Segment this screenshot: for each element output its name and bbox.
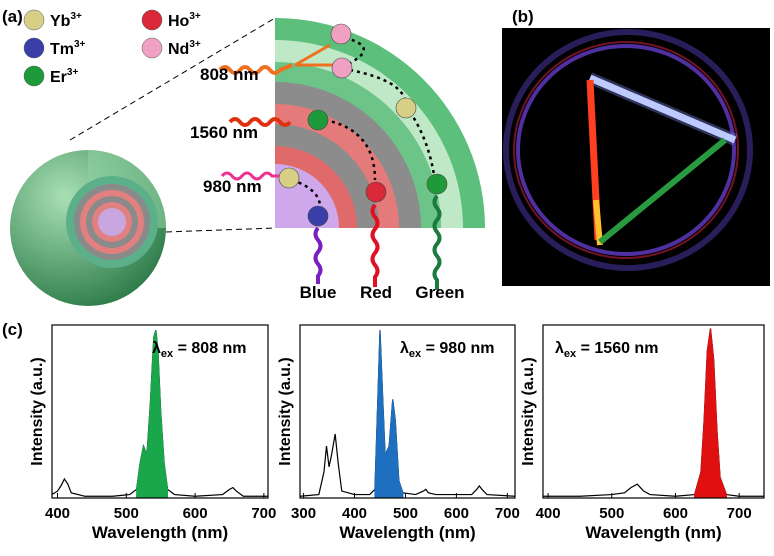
ion-sphere [330, 23, 352, 45]
ion-name: Er [50, 69, 67, 86]
legend-label: Ho3+ [168, 11, 201, 30]
legend: Yb3+ Ho3+Tm3+ Nd3+Er3+ [23, 9, 201, 87]
x-tick-label: 400 [342, 505, 367, 522]
y-axis-label: Intensity (a.u.) [277, 357, 294, 465]
x-tick-label: 500 [599, 505, 624, 522]
excitation-label: 808 nm [200, 65, 259, 84]
x-tick-label: 400 [45, 505, 70, 522]
ion-spheres [278, 23, 448, 227]
ion-sphere [395, 97, 417, 119]
ion-name: Nd [168, 41, 189, 58]
x-axis-label: Wavelength (nm) [585, 523, 721, 542]
annotation-symbol: λ [400, 340, 409, 357]
x-tick-label: 300 [291, 505, 316, 522]
ion-charge: 3+ [189, 39, 201, 50]
annotation: λex = 1560 nm [555, 340, 658, 360]
spectra: 400 500 600 700 Wavelength (nm) Intensity (a.… [29, 324, 765, 542]
x-tick-label: 700 [251, 505, 276, 522]
layer-diagram [218, 18, 485, 290]
annotation: λex = 980 nm [400, 340, 495, 360]
legend-label: Tm3+ [50, 39, 86, 58]
excitation-label: 1560 nm [190, 123, 258, 142]
panel-label: (c) [2, 320, 23, 339]
ion-name: Tm [50, 41, 74, 58]
x-tick-label: 600 [444, 505, 469, 522]
ion-charge: 3+ [189, 11, 201, 22]
legend-swatch [141, 9, 163, 31]
emission-label: Red [360, 283, 392, 302]
legend-swatch [23, 37, 45, 59]
legend-label: Nd3+ [168, 39, 201, 58]
legend-swatch [23, 65, 45, 87]
ion-charge: 3+ [67, 67, 79, 78]
ion-name: Yb [50, 13, 71, 30]
plot-frame [299, 324, 516, 499]
annotation-sub: ex [564, 348, 577, 360]
emission-band [694, 328, 727, 499]
panel-label: (b) [512, 7, 534, 26]
panel-label: (a) [2, 7, 23, 26]
excitation-label: 980 nm [203, 177, 262, 196]
ion-name: Ho [168, 13, 190, 30]
y-axis-label: Intensity (a.u.) [520, 357, 537, 465]
annotation-symbol: λ [555, 340, 564, 357]
emission-band [136, 330, 169, 499]
x-tick-label: 700 [495, 505, 520, 522]
annotation: λex = 808 nm [152, 340, 247, 360]
x-axis-label: Wavelength (nm) [339, 523, 475, 542]
ion-sphere [365, 181, 387, 203]
annotation-text: = 1560 nm [576, 340, 658, 357]
ion-sphere [426, 173, 448, 195]
annotation-symbol: λ [152, 340, 161, 357]
plot-frame [51, 324, 269, 499]
emission-label: Green [415, 283, 464, 302]
ion-charge: 3+ [70, 11, 82, 22]
ion-sphere [278, 167, 300, 189]
emission-band [374, 330, 404, 499]
x-tick-label: 700 [727, 505, 752, 522]
annotation-text: = 808 nm [173, 340, 246, 357]
legend-swatch [141, 37, 163, 59]
annotation-sub: ex [409, 348, 422, 360]
x-tick-label: 400 [536, 505, 561, 522]
photo [502, 28, 770, 286]
x-tick-label: 600 [663, 505, 688, 522]
annotation-sub: ex [161, 348, 174, 360]
ion-charge: 3+ [74, 39, 86, 50]
x-tick-label: 500 [393, 505, 418, 522]
ion-sphere [331, 57, 353, 79]
legend-label: Yb3+ [50, 11, 82, 30]
x-tick-label: 500 [114, 505, 139, 522]
ion-sphere [307, 109, 329, 131]
y-axis-label: Intensity (a.u.) [29, 357, 46, 465]
legend-swatch [23, 9, 45, 31]
ion-sphere [307, 205, 329, 227]
emission-labels: Blue Red Green [300, 283, 465, 302]
emission-label: Blue [300, 283, 337, 302]
x-tick-label: 600 [183, 505, 208, 522]
x-axis-label: Wavelength (nm) [92, 523, 228, 542]
annotation-text: = 980 nm [421, 340, 494, 357]
core-shell-sphere [10, 17, 276, 306]
legend-label: Er3+ [50, 67, 78, 86]
plot-frame [542, 324, 765, 499]
